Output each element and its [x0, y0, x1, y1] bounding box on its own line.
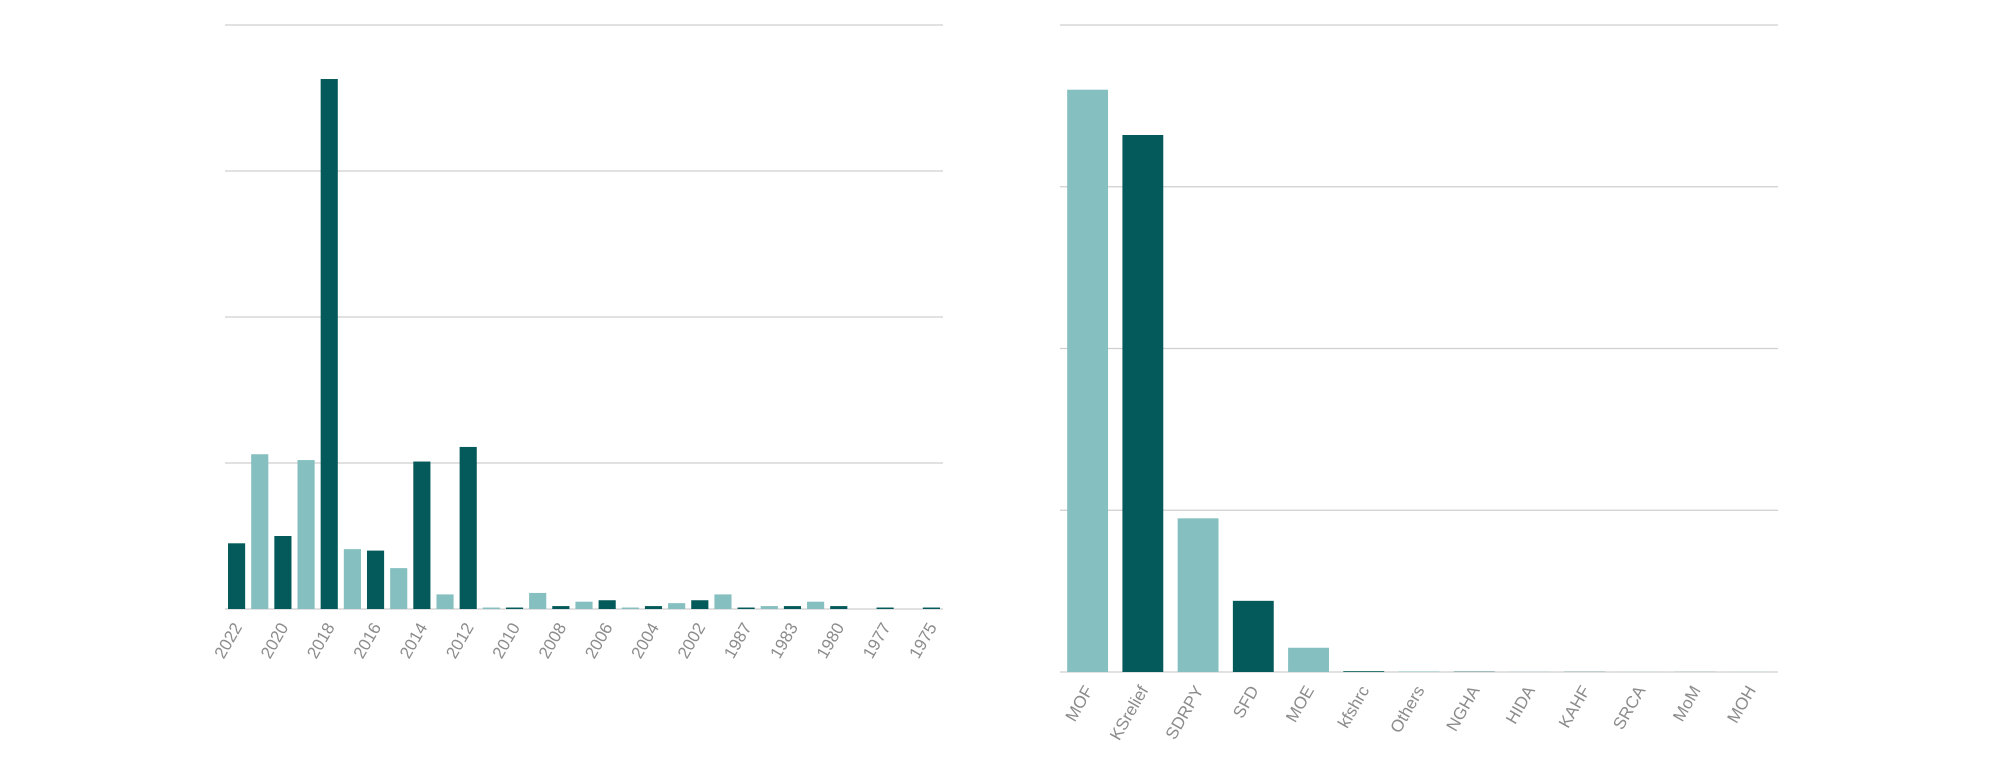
x-tick-label: MOF	[1062, 683, 1097, 725]
x-tick-label: 2018	[303, 620, 338, 662]
bar-2014	[413, 461, 431, 609]
bar-2015	[390, 568, 408, 609]
x-tick-label: 2016	[350, 620, 385, 662]
bar-1981	[807, 601, 825, 609]
x-tick-label: SDRPY	[1162, 683, 1208, 743]
bar-mof	[1067, 89, 1109, 672]
x-tick-labels: 2022 2020 2018 2016 2014 2012 2010 2008 2006 2004…	[211, 620, 941, 662]
bars	[1067, 89, 1771, 673]
bar-ksrelief	[1122, 134, 1164, 673]
bar-kfshrc	[1343, 671, 1385, 672]
bar-2005	[621, 607, 639, 609]
bars	[228, 79, 940, 609]
x-tick-label: 2008	[535, 620, 570, 662]
bar-2018	[320, 79, 338, 609]
gridlines	[1060, 24, 1778, 673]
bar-2020	[274, 536, 292, 609]
x-tick-label: 1980	[813, 620, 848, 662]
bar-1983	[783, 606, 802, 609]
bar-2011	[482, 607, 500, 609]
bar-2022	[228, 543, 246, 609]
bar-2008	[552, 606, 570, 609]
x-tick-label: KSrelief	[1106, 682, 1152, 743]
x-tick-label: 2014	[396, 620, 431, 662]
x-tick-label: 2020	[257, 620, 292, 662]
x-tick-label: 2004	[628, 620, 663, 662]
x-tick-label: kfshrc	[1334, 682, 1373, 731]
bar-2003	[668, 603, 686, 609]
x-tick-label: 1975	[906, 620, 941, 662]
x-tick-label: 2002	[674, 620, 709, 662]
bar-2002	[691, 600, 709, 609]
x-tick-label: 2010	[489, 620, 524, 662]
bar-1987	[737, 607, 755, 609]
x-tick-labels: MOF KSrelief SDRPY SFD MOE kfshrc Others NGHA HI…	[1062, 682, 1760, 744]
bar-sdrpy	[1177, 518, 1219, 672]
bar-2012	[459, 446, 477, 609]
bar-2010	[505, 607, 524, 609]
bar-2004	[644, 606, 663, 609]
bar-1986	[760, 606, 778, 609]
bar-1975	[922, 607, 940, 609]
x-tick-label: 2012	[442, 620, 477, 662]
x-tick-label: 2022	[211, 620, 246, 662]
x-tick-label: 1977	[859, 620, 894, 662]
x-tick-label: SRCA	[1609, 682, 1649, 733]
bar-2007	[575, 601, 593, 609]
x-tick-label: MOE	[1282, 683, 1318, 726]
bar-moe	[1288, 647, 1329, 672]
bar-2013	[436, 594, 454, 609]
bar-2021	[251, 454, 269, 609]
x-tick-label: Others	[1386, 683, 1428, 737]
x-tick-label: MOH	[1724, 683, 1760, 727]
x-tick-label: HIDA	[1502, 682, 1539, 727]
bar-sfd	[1232, 600, 1274, 672]
bar-2019	[297, 460, 315, 609]
bar-2017	[343, 549, 361, 609]
x-tick-label: 1987	[720, 620, 755, 662]
bar-1988	[714, 594, 732, 609]
bar-1980	[830, 606, 848, 609]
bar-2009	[529, 592, 547, 609]
x-tick-label: NGHA	[1443, 682, 1484, 735]
x-tick-label: 2006	[581, 620, 616, 662]
x-tick-label: 1983	[767, 620, 802, 662]
chart-by-entity: MOF KSrelief SDRPY SFD MOE kfshrc Others NGHA HI…	[1060, 24, 1778, 744]
bar-1977	[876, 607, 894, 609]
x-tick-label: SFD	[1229, 683, 1262, 722]
bar-2006	[598, 600, 616, 609]
x-tick-label: MoM	[1669, 683, 1704, 725]
bar-2016	[366, 550, 385, 609]
x-tick-label: KAHF	[1555, 683, 1594, 732]
chart-by-year: 2022 2020 2018 2016 2014 2012 2010 2008 2006 2004…	[211, 24, 943, 662]
